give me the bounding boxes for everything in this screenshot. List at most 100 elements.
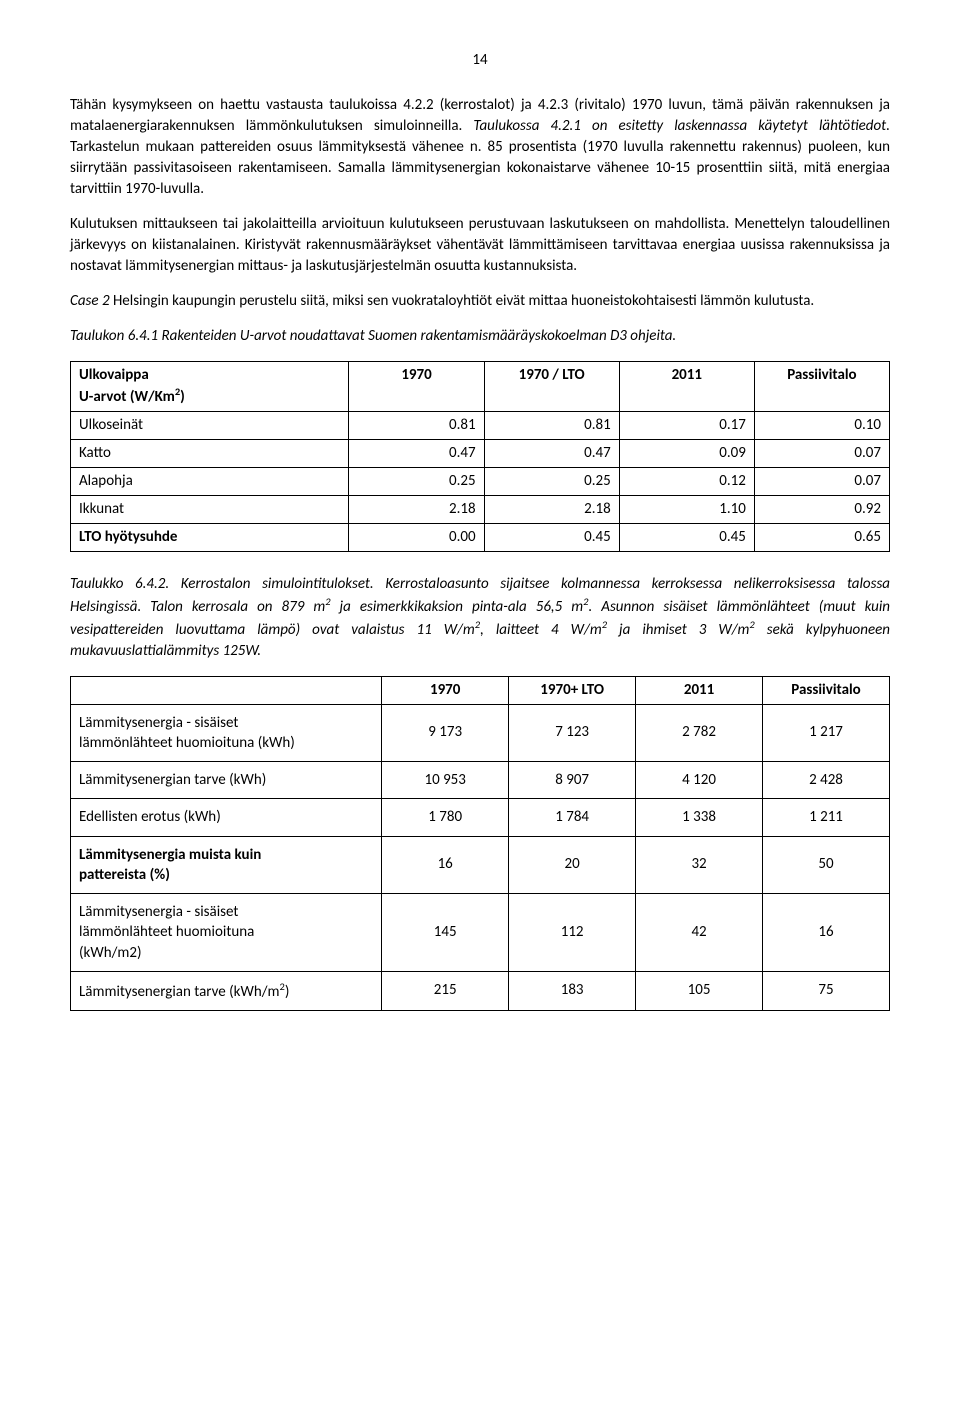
t2-cell: 16	[382, 836, 509, 894]
t2-label: Edellisten erotus (kWh)	[71, 799, 382, 836]
table-row: LTO hyötysuhde0.000.450.450.65	[71, 523, 890, 551]
t2-head-empty	[71, 676, 382, 704]
table1-body: Ulkoseinät0.810.810.170.10Katto0.470.470…	[71, 411, 890, 551]
table-row: Alapohja0.250.250.120.07	[71, 467, 890, 495]
t1-cell: 0.81	[484, 411, 619, 439]
page-number: 14	[70, 50, 890, 71]
t2-label-line: Lämmitysenergian tarve (kWh)	[79, 771, 266, 789]
t2-cell: 183	[509, 971, 636, 1010]
table-row: Lämmitysenergia - sisäiset lämmönlähteet …	[71, 894, 890, 972]
t2-cell: 9 173	[382, 704, 509, 762]
t2-cell: 10 953	[382, 762, 509, 799]
t2-label: Lämmitysenergian tarve (kWh/m2)	[71, 971, 382, 1010]
t1-head1-line1: Ulkovaippa	[79, 366, 149, 384]
t1-head1-line2: U-arvot (W/Km2)	[79, 388, 185, 406]
t2-cell: 1 217	[763, 704, 890, 762]
table2-body: Lämmitysenergia - sisäiset lämmönlähteet …	[71, 704, 890, 1011]
t2-cell: 1 338	[636, 799, 763, 836]
t2-cell: 42	[636, 894, 763, 972]
t1-cell: 0.25	[349, 467, 484, 495]
table-u-values: Ulkovaippa U-arvot (W/Km2) 1970 1970 / L…	[70, 361, 890, 552]
t1-cell: 0.25	[484, 467, 619, 495]
table-row: Edellisten erotus (kWh)1 7801 7841 3381 …	[71, 799, 890, 836]
t1-cell: 0.12	[619, 467, 754, 495]
table2-caption: Taulukko 6.4.2. Kerrostalon simulointitu…	[70, 574, 890, 662]
t2-cell: 4 120	[636, 762, 763, 799]
table-row: Lämmitysenergian tarve (kWh) 10 9538 9074…	[71, 762, 890, 799]
t2-cell: 8 907	[509, 762, 636, 799]
t1-label: Ulkoseinät	[71, 411, 349, 439]
t2-label: Lämmitysenergia muista kuin pattereista (…	[71, 836, 382, 894]
t2-cell: 2 782	[636, 704, 763, 762]
t2-cell: 7 123	[509, 704, 636, 762]
t1-cell: 0.45	[484, 523, 619, 551]
t1-cell: 0.47	[484, 439, 619, 467]
t2-cell: 145	[382, 894, 509, 972]
t1-head1-line2-txt: U-arvot (W/Km	[79, 388, 175, 406]
t2-label-line: Lämmitysenergia - sisäiset	[79, 714, 238, 732]
t1-label: Ikkunat	[71, 495, 349, 523]
t2-cell: 2 428	[763, 762, 890, 799]
t2-label: Lämmitysenergian tarve (kWh)	[71, 762, 382, 799]
para3-rest: Helsingin kaupungin perustelu siitä, mik…	[110, 292, 815, 310]
t1-cell: 0.47	[349, 439, 484, 467]
table-row: Ulkoseinät0.810.810.170.10	[71, 411, 890, 439]
table-row: Ikkunat2.182.181.100.92	[71, 495, 890, 523]
t2-label-line: Lämmitysenergia - sisäiset	[79, 903, 238, 921]
t2-cell: 105	[636, 971, 763, 1010]
table1-caption: Taulukon 6.4.1 Rakenteiden U-arvot nouda…	[70, 326, 890, 347]
t2-label-part2: )	[285, 983, 290, 1001]
t1-cell: 0.10	[754, 411, 889, 439]
t2-label-line: pattereista (%)	[79, 866, 170, 884]
table1-head-col1: Ulkovaippa U-arvot (W/Km2)	[71, 362, 349, 412]
para3-case: Case 2	[70, 292, 110, 310]
t1-cell: 0.09	[619, 439, 754, 467]
t1-cell: 0.65	[754, 523, 889, 551]
t2-head-passiv: Passiivitalo	[763, 676, 890, 704]
paragraph-2: Kulutuksen mittaukseen tai jakolaitteill…	[70, 214, 890, 277]
t2-cell: 16	[763, 894, 890, 972]
t1-head-passiv: Passiivitalo	[754, 362, 889, 412]
table2-head-row: 1970 1970+ LTO 2011 Passiivitalo	[71, 676, 890, 704]
table-row: Katto0.470.470.090.07	[71, 439, 890, 467]
t2-label: Lämmitysenergia - sisäiset lämmönlähteet …	[71, 894, 382, 972]
t2-label-line: Edellisten erotus (kWh)	[79, 808, 221, 826]
t2-label-line: lämmönlähteet huomioituna (kWh)	[79, 734, 295, 752]
t1-label: Katto	[71, 439, 349, 467]
table-row: Lämmitysenergia muista kuin pattereista (…	[71, 836, 890, 894]
t2-cell: 20	[509, 836, 636, 894]
t2-cell: 32	[636, 836, 763, 894]
t1-cell: 1.10	[619, 495, 754, 523]
t1-cell: 0.07	[754, 439, 889, 467]
table-row: Lämmitysenergia - sisäiset lämmönlähteet …	[71, 704, 890, 762]
t1-label: Alapohja	[71, 467, 349, 495]
t2-cell: 1 784	[509, 799, 636, 836]
t1-cell: 0.45	[619, 523, 754, 551]
t2-label-part: Lämmitysenergian tarve (kWh/m	[79, 983, 279, 1001]
t2-label-line: (kWh/m2)	[79, 944, 142, 962]
t1-cell: 2.18	[484, 495, 619, 523]
table-row: Lämmitysenergian tarve (kWh/m2)215183105…	[71, 971, 890, 1010]
t1-label: LTO hyötysuhde	[71, 523, 349, 551]
t1-head-1970: 1970	[349, 362, 484, 412]
paragraph-1: Tähän kysymykseen on haettu vastausta ta…	[70, 95, 890, 200]
t2-cell: 1 211	[763, 799, 890, 836]
t1-cell: 0.81	[349, 411, 484, 439]
t1-cell: 0.17	[619, 411, 754, 439]
t2-label-line: lämmönlähteet huomioituna	[79, 923, 254, 941]
para1-after: Tarkastelun mukaan pattereiden osuus läm…	[70, 138, 890, 198]
paragraph-3: Case 2 Helsingin kaupungin perustelu sii…	[70, 291, 890, 312]
t1-head-1970lto: 1970 / LTO	[484, 362, 619, 412]
t2-head-2011: 2011	[636, 676, 763, 704]
t1-cell: 0.92	[754, 495, 889, 523]
table-simulation: 1970 1970+ LTO 2011 Passiivitalo Lämmity…	[70, 676, 890, 1012]
t1-head1-sup: 2	[175, 385, 180, 398]
t1-cell: 2.18	[349, 495, 484, 523]
t2-label-line: Lämmitysenergia muista kuin	[79, 846, 261, 864]
t2cap-p5: ja ihmiset 3 W/m	[607, 621, 749, 639]
t1-head-2011: 2011	[619, 362, 754, 412]
t2-cell: 215	[382, 971, 509, 1010]
t2-cell: 50	[763, 836, 890, 894]
t2-head-1970: 1970	[382, 676, 509, 704]
t2cap-p4: , laitteet 4 W/m	[480, 621, 602, 639]
